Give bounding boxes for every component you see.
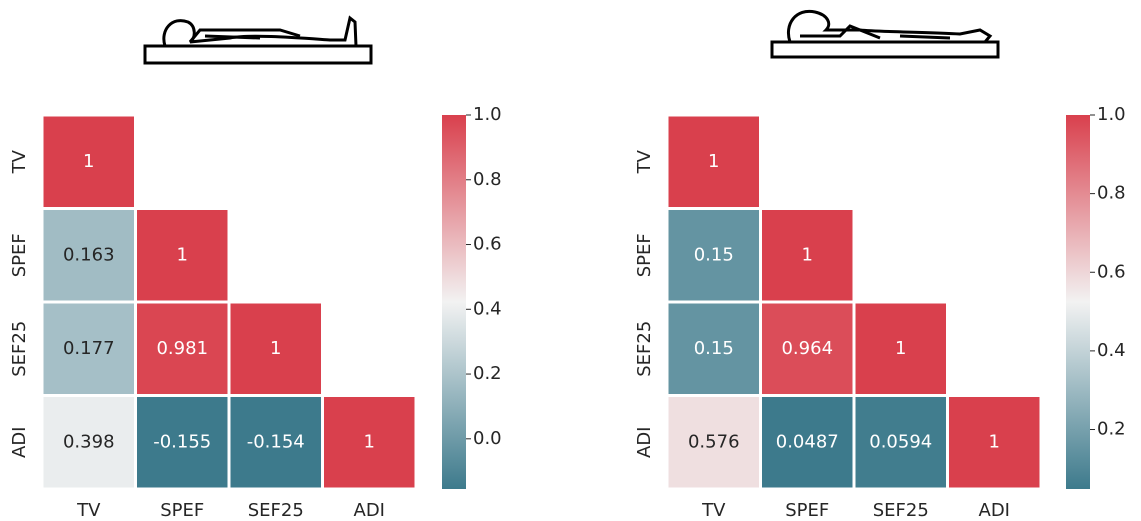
heatmap-cell xyxy=(946,394,1043,491)
cell-value-label: 0.576 xyxy=(688,431,740,452)
heatmap-cell xyxy=(321,394,418,491)
heatmap-cell xyxy=(665,207,762,304)
x-tick-label: ADI xyxy=(354,500,385,521)
cell-value-label: 1 xyxy=(989,431,1000,452)
colorbar-tick-label: 1.0 xyxy=(473,104,502,125)
cell-value-label: 0.177 xyxy=(63,338,115,359)
y-tick-label: SEF25 xyxy=(634,321,655,377)
cell-value-label: 0.398 xyxy=(63,431,115,452)
heatmap-cell xyxy=(40,113,137,210)
cell-value-label: 0.15 xyxy=(694,244,734,265)
colorbar xyxy=(1066,115,1090,489)
y-tick-label: SEF25 xyxy=(9,321,30,377)
x-tick-label: SEF25 xyxy=(248,500,304,521)
heatmap-cell xyxy=(759,394,856,491)
y-tick-label: SPEF xyxy=(9,233,30,277)
y-tick-label: ADI xyxy=(634,427,655,458)
heatmap-cell xyxy=(227,394,324,491)
cell-value-label: -0.154 xyxy=(247,431,305,452)
y-tick-label: TV xyxy=(9,149,30,174)
x-tick-label: TV xyxy=(701,500,726,521)
icon-prone xyxy=(770,9,1000,59)
cell-value-label: 1 xyxy=(270,338,281,359)
x-tick-label: TV xyxy=(76,500,101,521)
heatmap-cell xyxy=(40,394,137,491)
cell-value-label: 1 xyxy=(895,338,906,359)
colorbar-tick-label: 0.8 xyxy=(473,169,502,190)
cell-value-label: 0.0594 xyxy=(869,431,932,452)
heatmap-cell xyxy=(852,300,949,397)
cell-value-label: 1 xyxy=(802,244,813,265)
x-tick-label: SPEF xyxy=(160,500,204,521)
colorbar-tick-label: 1.0 xyxy=(1097,104,1126,125)
cell-value-label: 1 xyxy=(708,151,719,172)
cell-value-label: 0.163 xyxy=(63,244,115,265)
y-tick-label: TV xyxy=(634,149,655,174)
heatmap-cell xyxy=(665,394,762,491)
cell-value-label: 1 xyxy=(364,431,375,452)
heatmap-cell xyxy=(40,207,137,304)
cell-value-label: 1 xyxy=(177,244,188,265)
x-tick-label: SEF25 xyxy=(873,500,929,521)
colorbar-tick-label: 0.6 xyxy=(1097,261,1126,282)
colorbar-tick-label: 0.6 xyxy=(473,234,502,255)
heatmap-cell xyxy=(134,394,231,491)
colorbar xyxy=(442,115,466,489)
heatmap-cell xyxy=(227,300,324,397)
cell-value-label: 0.15 xyxy=(694,338,734,359)
y-tick-label: SPEF xyxy=(634,233,655,277)
y-tick-label: ADI xyxy=(9,427,30,458)
cell-value-label: -0.155 xyxy=(153,431,211,452)
icon-supine xyxy=(143,15,373,65)
cell-value-label: 0.981 xyxy=(156,338,208,359)
colorbar-tick-label: 0.4 xyxy=(473,298,502,319)
heatmap-cell xyxy=(759,207,856,304)
heatmap-cell xyxy=(665,300,762,397)
cell-value-label: 1 xyxy=(83,151,94,172)
cell-value-label: 0.964 xyxy=(781,338,833,359)
colorbar-tick-label: 0.2 xyxy=(1097,419,1126,440)
x-tick-label: ADI xyxy=(979,500,1010,521)
colorbar-tick-label: 0.0 xyxy=(473,428,502,449)
colorbar-tick-label: 0.8 xyxy=(1097,183,1126,204)
x-tick-label: SPEF xyxy=(785,500,829,521)
colorbar-tick-label: 0.2 xyxy=(473,363,502,384)
colorbar-tick-label: 0.4 xyxy=(1097,340,1126,361)
cell-value-label: 0.0487 xyxy=(776,431,839,452)
